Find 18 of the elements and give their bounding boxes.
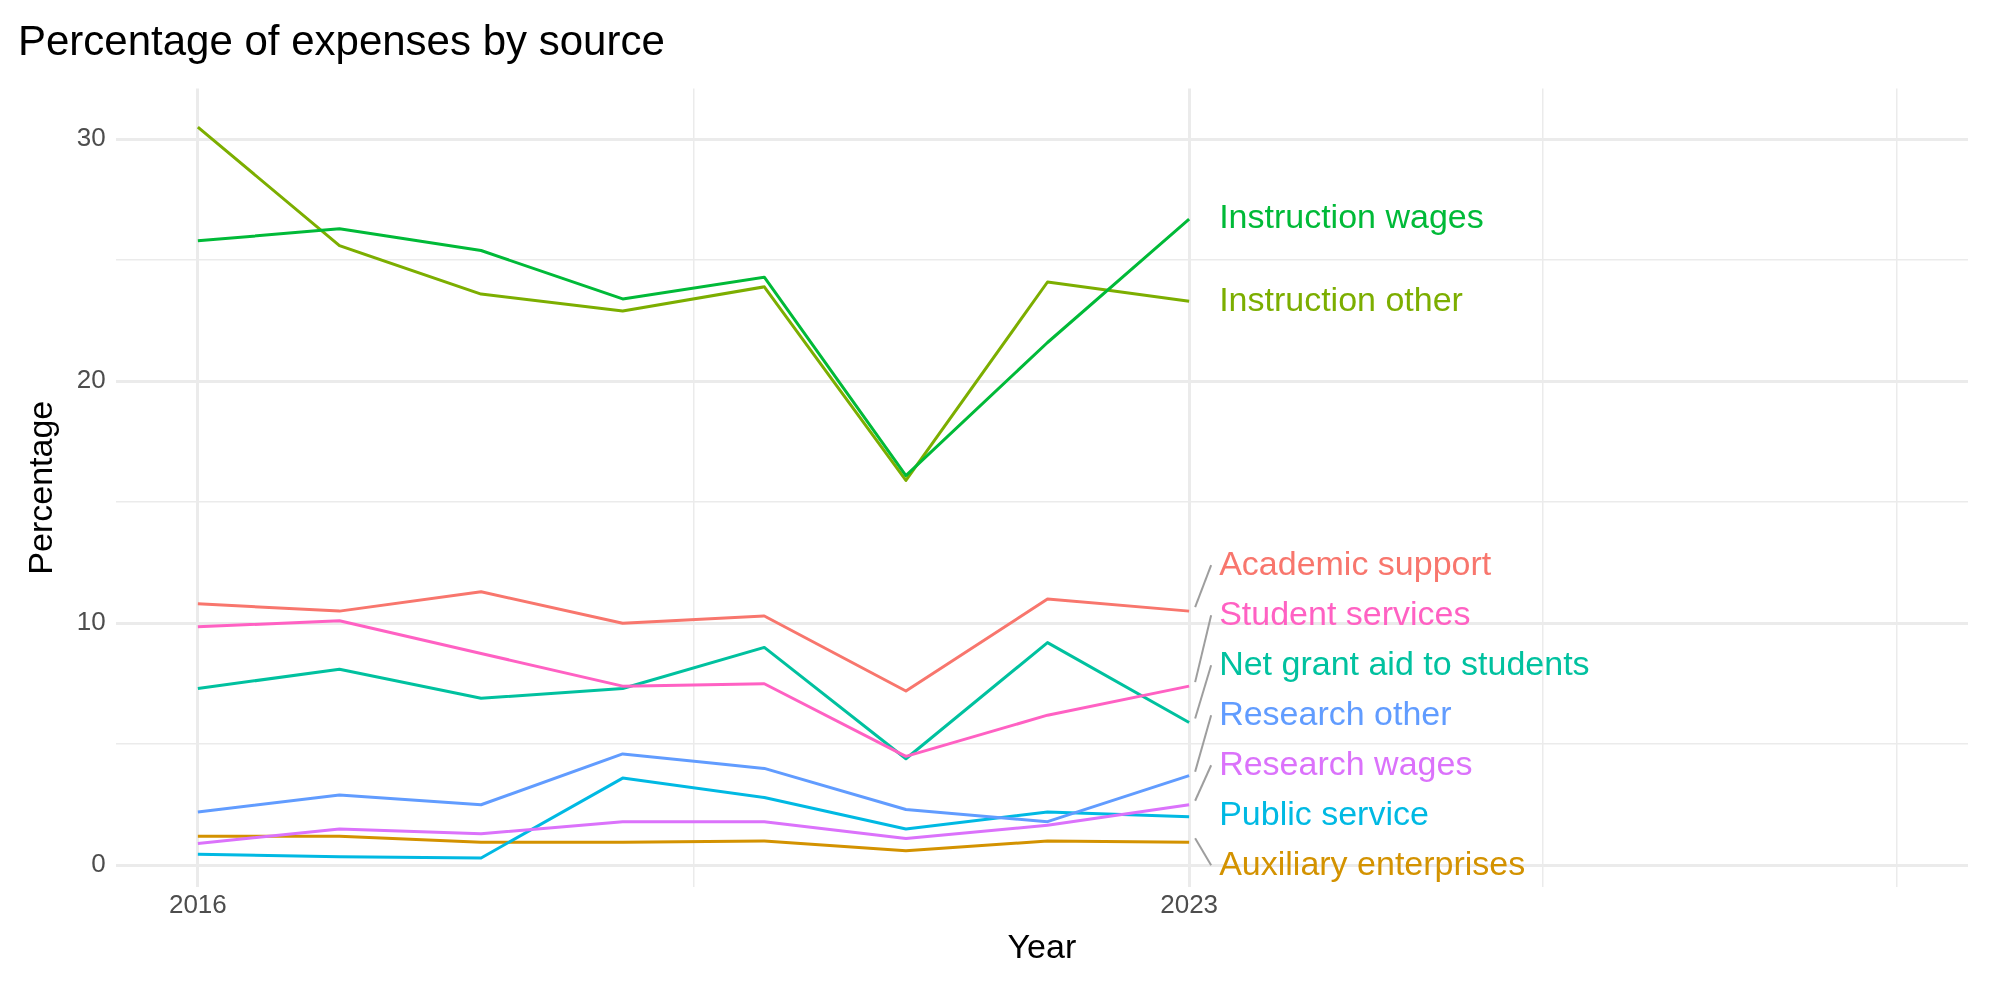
x-tick-label: 2023 (1160, 888, 1219, 919)
series-label: Public service (1219, 793, 1429, 832)
series-label: Instruction wages (1219, 197, 1484, 236)
x-tick-label: 2016 (168, 888, 227, 919)
series-label: Academic support (1219, 543, 1492, 582)
y-tick-label: 20 (76, 364, 106, 395)
series-label: Research wages (1219, 743, 1473, 782)
y-tick-label: 10 (76, 606, 106, 637)
series-label: Instruction other (1219, 279, 1463, 318)
y-tick-label: 30 (76, 122, 106, 153)
series-label: Auxiliary enterprises (1219, 843, 1526, 882)
y-axis-title: Percentage (20, 400, 59, 575)
x-axis-title: Year (1007, 926, 1077, 965)
chart-title: Percentage of expenses by source (18, 16, 665, 64)
y-tick-label: 0 (91, 848, 106, 879)
series-label: Student services (1219, 593, 1471, 632)
series-label: Research other (1219, 693, 1452, 732)
series-label: Net grant aid to students (1219, 643, 1590, 682)
